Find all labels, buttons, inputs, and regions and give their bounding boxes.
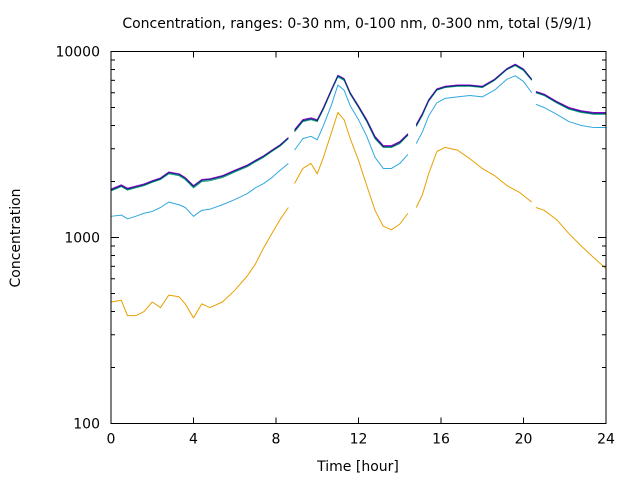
series-1 [110, 111, 607, 319]
series-5 [110, 64, 606, 191]
x-tick-label: 4 [189, 432, 198, 448]
series-2 [110, 75, 606, 220]
series-4-line [535, 90, 606, 113]
x-tick-label: 24 [597, 432, 615, 448]
series-2-line [535, 103, 606, 129]
y-tick-label: 10000 [55, 45, 100, 61]
series-5-line [110, 137, 289, 191]
y-tick-label: 100 [73, 417, 100, 433]
series-5-line [415, 64, 533, 126]
series-2-line [294, 84, 409, 169]
series-3-line [535, 92, 606, 115]
y-axis-label: Concentration [8, 188, 24, 287]
x-tick-label: 0 [107, 432, 116, 448]
x-tick-label: 20 [515, 432, 533, 448]
series-5-line [535, 91, 606, 114]
x-tick-label: 16 [432, 432, 450, 448]
chart-title: Concentration, ranges: 0-30 nm, 0-100 nm… [122, 16, 591, 32]
series-4-line [110, 137, 289, 190]
x-axis-label: Time [hour] [316, 459, 399, 475]
series-1-line [535, 207, 607, 270]
series-1-line [415, 146, 533, 208]
series-2-line [415, 75, 533, 144]
x-tick-label: 8 [272, 432, 281, 448]
x-tick-label: 12 [350, 432, 368, 448]
y-tick-label: 1000 [64, 231, 100, 247]
series-5-line [294, 75, 409, 148]
series-3-line [110, 138, 289, 192]
series-1-line [294, 111, 409, 231]
series-1-line [110, 207, 289, 319]
y-axis: 100 1000 10000 [55, 45, 606, 433]
series-2-line [110, 163, 289, 220]
x-axis: 0 4 8 12 16 20 24 [107, 51, 615, 448]
series-layer [110, 63, 607, 319]
